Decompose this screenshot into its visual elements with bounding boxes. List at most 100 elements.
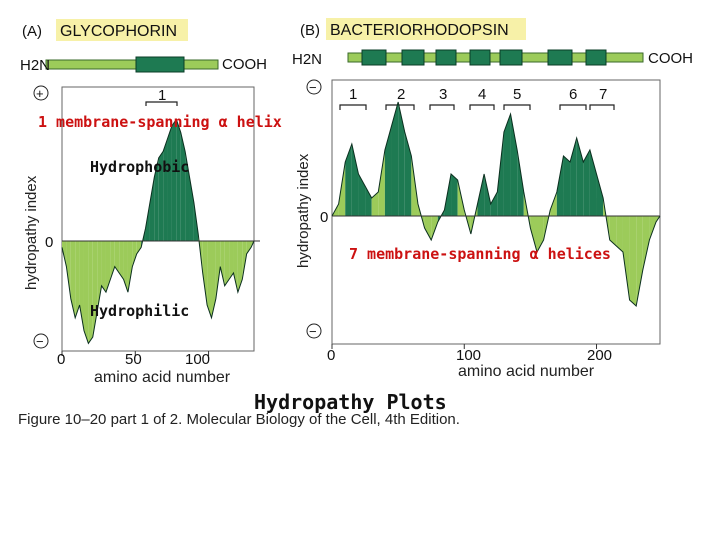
panel-a-plus-sign: + [36,86,44,101]
panel-b-plot-frame [331,79,661,345]
panel-a-area-segment [66,241,71,299]
panel-a-area-segment [101,241,106,293]
panel-b-helix-segment-2 [401,49,425,66]
panel-a-area-segment [171,119,177,241]
panel-a-minus-sign: − [36,334,44,349]
panel-a-x-tick-50: 50 [125,351,142,368]
panel-a-figure: (A) GLYCOPHORIN H2N COOH 1 + 0 − hydropa… [20,19,267,386]
hydrophobic-annotation: Hydrophobic [90,158,190,176]
panel-b-helix-number-4: 4 [478,86,486,103]
panel-a-hydropathy-plot [61,118,255,345]
panel-a-area-segment [224,241,230,286]
panel-a-area-segment [70,241,76,318]
panel-a-area-segment [246,241,252,254]
panel-a-area-segment [75,241,80,318]
panel-a-x-tick-0: 0 [57,351,65,368]
panel-b-helix-brackets [339,104,615,110]
panel-b-area-segment [530,216,537,252]
panel-a-area-segment [149,177,155,241]
panel-b-title: BACTERIORHODOPSIN [330,22,509,39]
panel-b-profile-line [331,101,661,307]
panel-b-area-segment [642,216,650,270]
panel-b-helix-segment-7 [585,49,607,66]
panel-a-area-segment [136,241,142,254]
hydrophilic-annotation: Hydrophilic [90,302,190,320]
panel-a-area-segment [92,241,98,337]
panel-b-area-segment [629,216,637,306]
panel-b-area-segment [371,192,379,216]
panel-b-area-segment [404,132,412,216]
panel-b-helix-bracket-3 [429,104,455,110]
panel-b-x-tick-200: 200 [587,347,612,364]
panel-b-helix-bracket-7 [589,104,615,110]
panel-b-figure: (B) BACTERIORHODOPSIN H2N COOH 1 2 3 4 5… [292,18,693,380]
panel-b-x-tick-0: 0 [327,347,335,364]
panel-b-area-segment [484,174,491,216]
panel-a-area-segment [185,151,190,241]
panel-a-x-ticks [61,351,210,356]
panel-b-helix-number-6: 6 [569,86,577,103]
panel-a-area-segment [97,241,102,312]
panel-b-area-segment [365,186,372,216]
panel-b-area-segment [384,126,392,216]
panel-a-area-segment [215,241,221,299]
panel-a-plot-frame [61,86,255,352]
panel-b-area-segment [636,216,643,306]
panel-a-area-segment [207,241,212,318]
panel-b-c-terminus: COOH [648,50,693,67]
panel-a-area-segment [167,125,172,241]
panel-a-area-segment [105,241,111,293]
panel-a-area-segment [242,241,247,280]
single-helix-annotation: 1 membrane-spanning α helix [38,113,282,131]
panel-a-sequence-bar [45,59,219,70]
panel-a-c-terminus: COOH [222,56,267,73]
slide-title: Hydropathy Plots [254,390,447,414]
panel-b-area-segment [510,114,518,216]
panel-a-area-segment [233,241,238,293]
panel-b-area-segment [424,216,432,240]
panel-b-helix-segment-4 [469,49,491,66]
panel-a-y-axis-label: hydropathy index [23,175,40,290]
panel-a-label: (A) [22,23,42,40]
panel-b-area-segment [503,114,511,216]
panel-b-helix-bracket-1 [339,104,367,110]
panel-b-area-segment [358,174,366,216]
panel-a-profile-line [61,118,255,345]
panel-b-helix-number-1: 1 [349,86,357,103]
panel-b-area-segment [431,216,438,240]
panel-a-area-segment [114,241,120,273]
panel-a-area-segment [83,241,89,344]
panel-a-area-segment [141,228,146,248]
panel-a-area-segment [237,241,243,293]
panel-a-helix-number: 1 [158,87,166,104]
panel-b-area-segment [345,144,352,216]
panel-a-title: GLYCOPHORIN [60,23,177,40]
panel-b-area-segment [517,150,524,216]
panel-b-area-segment [649,216,657,240]
panel-a-helix-segment [135,56,185,73]
panel-a-area-segment [158,151,164,241]
panel-a-area-segment [176,119,181,241]
panel-b-helix-number-5: 5 [513,86,521,103]
panel-b-area-segment [609,216,617,246]
panel-b-x-tick-100: 100 [456,347,481,364]
panel-b-minus-sign-top: − [309,80,317,95]
panel-b-minus-circle-bottom [306,323,322,339]
panel-a-area-segment [145,202,150,241]
panel-b-area-segment [537,216,544,252]
panel-a-title-bg [56,19,188,41]
panel-b-zero-label: 0 [320,209,328,226]
seven-helices-annotation: 7 membrane-spanning α helices [349,245,611,263]
panel-b-helix-number-2: 2 [397,86,405,103]
panel-a-zero-label: 0 [45,234,53,251]
panel-b-area-segment [490,192,498,216]
panel-a-area-segment [119,241,124,280]
panel-b-helix-segment-5 [499,49,523,66]
panel-a-area-segment [211,241,216,318]
panel-a-area-segment [220,241,225,286]
panel-a-area-segment [163,138,168,241]
panel-a-area-segment [132,241,137,267]
panel-a-area-segment [229,241,234,280]
panel-b-area-segment [583,150,590,216]
panel-b-area-segment [596,174,604,216]
